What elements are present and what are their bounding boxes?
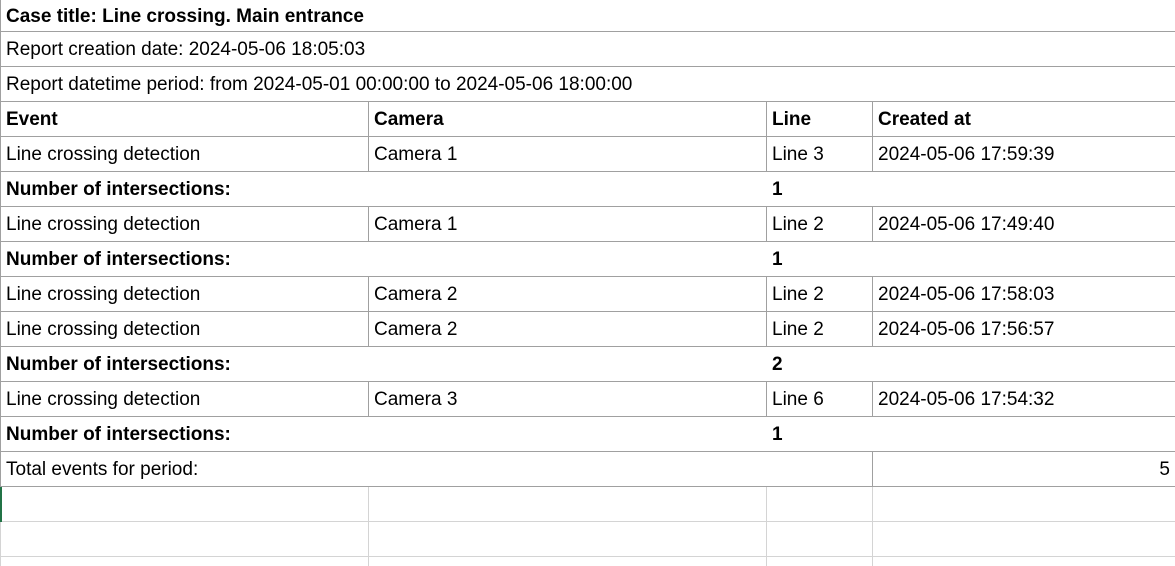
creation-date-cell[interactable]: Report creation date: 2024-05-06 18:05:0…	[6, 39, 366, 60]
empty-cell[interactable]	[1, 557, 369, 566]
table-header-row: Event Camera Line Created at	[0, 102, 1175, 137]
empty-row	[0, 522, 1175, 557]
cell-created-at[interactable]: 2024-05-06 17:54:32	[878, 389, 1055, 410]
summary-value[interactable]: 1	[772, 249, 783, 270]
creation-date-row: Report creation date: 2024-05-06 18:05:0…	[0, 32, 1175, 67]
header-created-at[interactable]: Created at	[878, 109, 971, 130]
header-event[interactable]: Event	[1, 102, 369, 136]
empty-cell[interactable]	[873, 522, 1175, 556]
table-row: Line crossing detection Camera 2 Line 2 …	[0, 277, 1175, 312]
total-value[interactable]: 5	[1159, 459, 1170, 480]
empty-cell[interactable]	[767, 487, 873, 521]
empty-cell[interactable]	[1, 487, 369, 521]
empty-cell[interactable]	[1, 522, 369, 556]
table-row: Line crossing detection Camera 1 Line 3 …	[0, 137, 1175, 172]
cell-line[interactable]: Line 3	[767, 137, 873, 171]
summary-value[interactable]: 2	[772, 354, 783, 375]
period-row: Report datetime period: from 2024-05-01 …	[0, 67, 1175, 102]
cell-camera[interactable]: Camera 1	[369, 137, 767, 171]
cell-camera[interactable]: Camera 2	[369, 277, 767, 311]
summary-row: Number of intersections: 2	[0, 347, 1175, 382]
empty-cell[interactable]	[369, 557, 767, 566]
summary-row: Number of intersections: 1	[0, 417, 1175, 452]
cell-line[interactable]: Line 2	[767, 277, 873, 311]
total-label[interactable]: Total events for period:	[1, 452, 873, 486]
table-row: Line crossing detection Camera 3 Line 6 …	[0, 382, 1175, 417]
empty-cell[interactable]	[369, 522, 767, 556]
empty-row	[0, 557, 1175, 566]
summary-label[interactable]: Number of intersections:	[6, 179, 231, 200]
summary-row: Number of intersections: 1	[0, 242, 1175, 277]
cell-created-at[interactable]: 2024-05-06 17:58:03	[878, 284, 1055, 305]
summary-label[interactable]: Number of intersections:	[6, 424, 231, 445]
summary-value[interactable]: 1	[772, 424, 783, 445]
summary-row: Number of intersections: 1	[0, 172, 1175, 207]
empty-cell[interactable]	[873, 487, 1175, 521]
cell-event[interactable]: Line crossing detection	[1, 312, 369, 346]
cell-event[interactable]: Line crossing detection	[1, 137, 369, 171]
cell-camera[interactable]: Camera 3	[369, 382, 767, 416]
table-row: Line crossing detection Camera 2 Line 2 …	[0, 312, 1175, 347]
cell-camera[interactable]: Camera 2	[369, 312, 767, 346]
empty-row	[0, 487, 1175, 522]
cell-event[interactable]: Line crossing detection	[1, 382, 369, 416]
empty-cell[interactable]	[767, 557, 873, 566]
active-cell-selection-edge	[0, 487, 2, 522]
header-camera[interactable]: Camera	[369, 102, 767, 136]
cell-event[interactable]: Line crossing detection	[1, 207, 369, 241]
summary-value[interactable]: 1	[772, 179, 783, 200]
period-cell[interactable]: Report datetime period: from 2024-05-01 …	[6, 74, 633, 95]
empty-cell[interactable]	[873, 557, 1175, 566]
empty-cell[interactable]	[369, 487, 767, 521]
cell-camera[interactable]: Camera 1	[369, 207, 767, 241]
cell-created-at[interactable]: 2024-05-06 17:59:39	[878, 144, 1055, 165]
summary-label[interactable]: Number of intersections:	[6, 249, 231, 270]
cell-created-at[interactable]: 2024-05-06 17:49:40	[878, 214, 1055, 235]
header-line[interactable]: Line	[767, 102, 873, 136]
summary-label[interactable]: Number of intersections:	[6, 354, 231, 375]
cell-line[interactable]: Line 6	[767, 382, 873, 416]
empty-cell[interactable]	[767, 522, 873, 556]
case-title-row: Case title: Line crossing. Main entrance	[0, 0, 1175, 32]
table-row: Line crossing detection Camera 1 Line 2 …	[0, 207, 1175, 242]
total-row: Total events for period: 5	[0, 452, 1175, 487]
cell-event[interactable]: Line crossing detection	[1, 277, 369, 311]
cell-line[interactable]: Line 2	[767, 312, 873, 346]
case-title-cell[interactable]: Case title: Line crossing. Main entrance	[6, 5, 364, 27]
cell-line[interactable]: Line 2	[767, 207, 873, 241]
cell-created-at[interactable]: 2024-05-06 17:56:57	[878, 319, 1055, 340]
